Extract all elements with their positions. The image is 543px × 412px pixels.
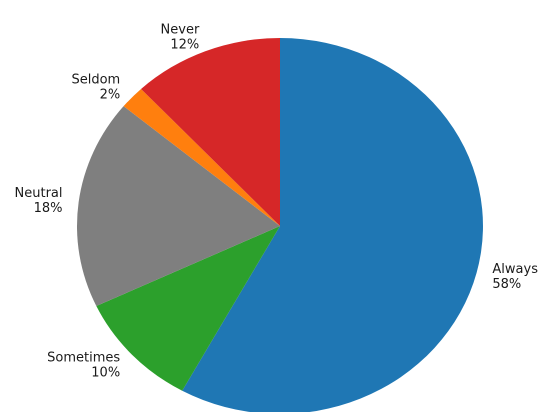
slice-label-always: Always bbox=[492, 262, 538, 277]
slice-value-never: 12% bbox=[170, 38, 199, 53]
slice-value-neutral: 18% bbox=[34, 201, 63, 216]
pie-slice-seldom bbox=[123, 88, 280, 226]
slice-value-sometimes: 10% bbox=[91, 366, 120, 381]
slice-label-sometimes: Sometimes bbox=[47, 351, 120, 366]
pie-slice-always bbox=[182, 38, 483, 412]
slice-label-neutral: Neutral bbox=[15, 186, 63, 201]
pie-slice-never bbox=[141, 38, 280, 226]
pie-slice-sometimes bbox=[96, 226, 280, 391]
pie-slice-neutral bbox=[76, 106, 281, 307]
slice-label-seldom: Seldom bbox=[71, 73, 120, 88]
slice-value-always: 58% bbox=[492, 277, 521, 292]
pie-slices bbox=[76, 38, 483, 412]
slice-value-seldom: 2% bbox=[100, 88, 121, 103]
slice-label-never: Never bbox=[161, 23, 200, 38]
